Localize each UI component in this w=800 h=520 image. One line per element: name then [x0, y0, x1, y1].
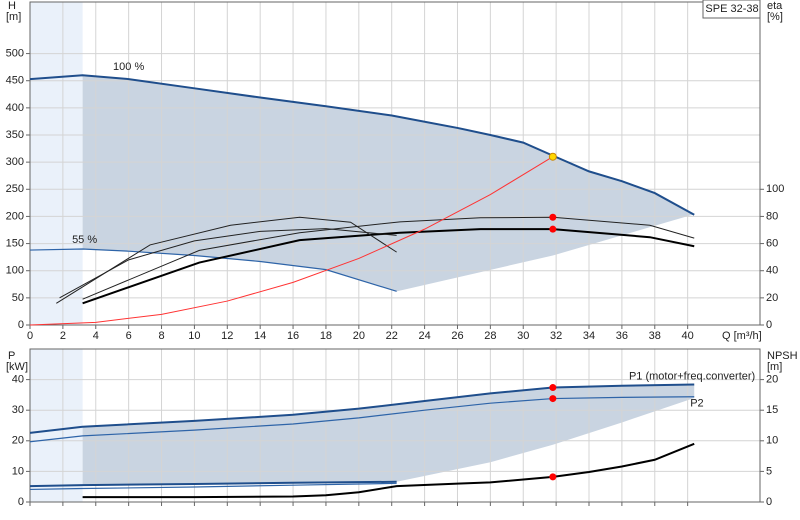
x-tick-label: 32 [550, 330, 562, 342]
x-tick-label: 16 [287, 330, 299, 342]
x-tick-label: 2 [60, 330, 66, 342]
curve [29, 248, 397, 292]
y-axis-unit: [m] [6, 11, 21, 23]
curve [29, 396, 695, 443]
x-tick-label: 12 [221, 330, 233, 342]
curve-label: 55 % [72, 234, 97, 246]
x-tick-label: 10 [188, 330, 200, 342]
curve [82, 228, 695, 305]
x-tick-label: 40 [682, 330, 694, 342]
plot-frame [29, 1, 761, 326]
y2-tick-label: 60 [766, 237, 778, 249]
y-tick-label: 200 [6, 210, 24, 222]
curve [59, 228, 397, 299]
y-tick-label: 10 [12, 465, 24, 477]
y-axis-label: P [8, 350, 15, 362]
y2-tick-label: 100 [766, 183, 784, 195]
y2-tick-label: 80 [766, 210, 778, 222]
curve-label: P1 (motor+freq.converter) [629, 370, 755, 382]
y2-axis-unit: [%] [767, 11, 783, 23]
title-box [702, 0, 761, 19]
curve [56, 216, 397, 304]
y-tick-label: 250 [6, 183, 24, 195]
min-flow-band [30, 349, 83, 502]
x-tick-label: 8 [158, 330, 164, 342]
x-tick-label: 20 [353, 330, 365, 342]
y2-tick-label: 20 [766, 374, 778, 386]
y-tick-label: 40 [12, 374, 24, 386]
y2-tick-label: 15 [766, 404, 778, 416]
x-tick-label: 38 [649, 330, 661, 342]
y2-axis-label: eta [767, 0, 783, 12]
y-tick-label: 350 [6, 129, 24, 141]
y2-tick-label: 40 [766, 265, 778, 277]
duty-point [549, 225, 557, 233]
y-tick-label: 0 [18, 496, 24, 508]
chart-title: SPE 32-38 [705, 3, 758, 15]
x-tick-label: 26 [451, 330, 463, 342]
y-tick-label: 0 [18, 319, 24, 331]
y2-tick-label: 0 [766, 496, 772, 508]
duty-point [549, 384, 557, 392]
x-axis-label: Q [m³/h] [722, 330, 762, 342]
x-tick-label: 4 [93, 330, 99, 342]
y2-axis-label: NPSH [767, 350, 798, 362]
y-axis-unit: [kW] [6, 361, 28, 373]
y-tick-label: 450 [6, 75, 24, 87]
x-tick-label: 6 [126, 330, 132, 342]
y2-tick-label: 5 [766, 465, 772, 477]
x-tick-label: 36 [616, 330, 628, 342]
y-tick-label: 100 [6, 265, 24, 277]
duty-point [548, 152, 557, 161]
y2-tick-label: 0 [766, 319, 772, 331]
curve [29, 480, 397, 488]
curve [82, 216, 695, 300]
duty-point [549, 473, 557, 481]
y-axis-label: H [8, 0, 16, 12]
x-tick-label: 34 [583, 330, 595, 342]
x-tick-label: 14 [254, 330, 266, 342]
curve [29, 383, 695, 434]
x-tick-label: 0 [27, 330, 33, 342]
operating-region [82, 384, 695, 486]
plot-frame [29, 348, 761, 503]
x-tick-label: 18 [320, 330, 332, 342]
curve [29, 482, 397, 491]
duty-point [549, 395, 557, 403]
y-tick-label: 30 [12, 404, 24, 416]
curve [29, 156, 554, 326]
x-tick-label: 24 [418, 330, 430, 342]
x-tick-label: 28 [484, 330, 496, 342]
min-flow-band [30, 2, 83, 325]
y-tick-label: 300 [6, 156, 24, 168]
y2-tick-label: 10 [766, 435, 778, 447]
y-tick-label: 20 [12, 435, 24, 447]
curve [82, 442, 695, 499]
operating-region [82, 75, 695, 292]
y-tick-label: 400 [6, 102, 24, 114]
y-tick-label: 50 [12, 292, 24, 304]
x-tick-label: 30 [517, 330, 529, 342]
curve [29, 74, 695, 216]
curve-label: P2 [690, 398, 703, 410]
curve-label: 100 % [113, 61, 144, 73]
y2-tick-label: 20 [766, 292, 778, 304]
duty-point [549, 213, 557, 221]
y-tick-label: 500 [6, 47, 24, 59]
y-tick-label: 150 [6, 237, 24, 249]
x-tick-label: 22 [386, 330, 398, 342]
y2-axis-unit: [m] [767, 361, 782, 373]
